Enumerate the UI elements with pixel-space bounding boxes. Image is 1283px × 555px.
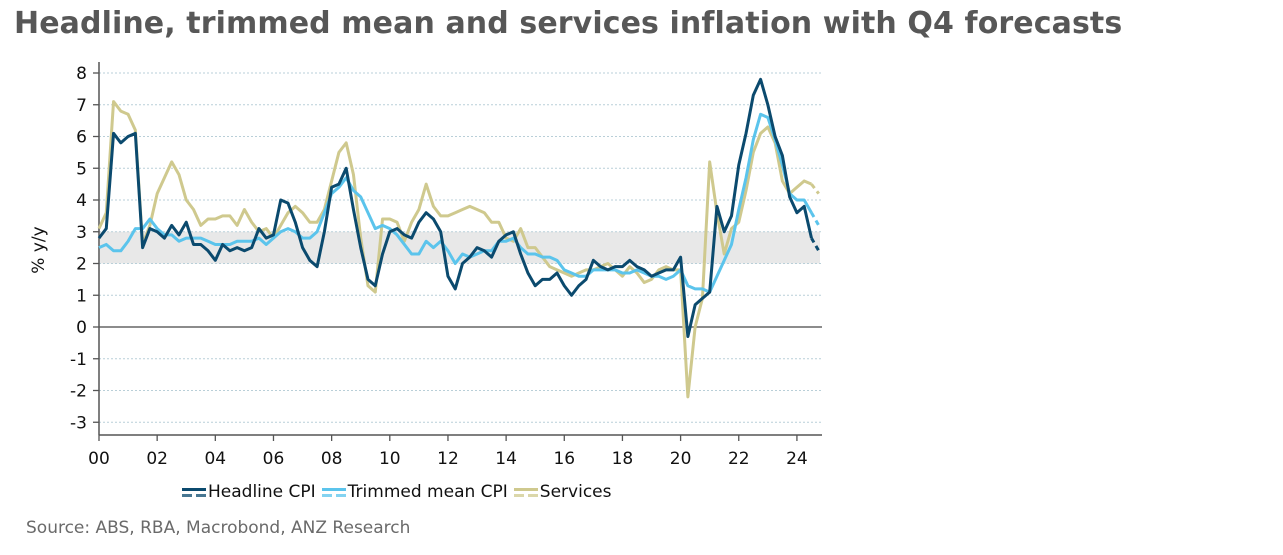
chart-title: Headline, trimmed mean and services infl… xyxy=(14,6,1123,41)
y-tick-label: 5 xyxy=(76,159,87,179)
x-tick-label: 22 xyxy=(728,449,750,469)
x-tick-label: 06 xyxy=(263,449,285,469)
legend-swatch-trimmed xyxy=(321,487,346,497)
x-tick-label: 10 xyxy=(379,449,401,469)
legend-label: Trimmed mean CPI xyxy=(347,482,508,502)
y-tick-label: 6 xyxy=(76,128,87,148)
series-lines xyxy=(97,77,821,399)
y-axis-title: % y/y xyxy=(29,226,49,273)
y-tick-label: 1 xyxy=(76,286,87,306)
x-tick-label: 20 xyxy=(670,449,692,469)
y-tick-label: 4 xyxy=(76,191,87,211)
y-tick-label: 8 xyxy=(76,64,87,84)
x-tick-label: 00 xyxy=(88,449,110,469)
legend-item-headline[interactable]: Headline CPI xyxy=(182,482,316,502)
y-tick-label: -1 xyxy=(70,350,87,370)
series-forecast-services xyxy=(810,183,820,195)
y-tick-label: -3 xyxy=(70,413,87,433)
y-tick-label: 3 xyxy=(76,223,87,243)
legend-item-trimmed-mean[interactable]: Trimmed mean CPI xyxy=(321,482,508,502)
series-line-trimmed xyxy=(98,112,813,294)
series-forecast-trimmed xyxy=(810,211,821,227)
x-tick-label: 04 xyxy=(204,449,226,469)
y-tick-label: -2 xyxy=(70,382,87,402)
legend-item-services[interactable]: Services xyxy=(513,482,612,502)
series-line-headline xyxy=(97,77,813,339)
source-note: Source: ABS, RBA, Macrobond, ANZ Researc… xyxy=(26,518,411,538)
y-tick-label: 2 xyxy=(76,255,87,275)
series-line-services xyxy=(97,100,813,399)
gridlines xyxy=(99,72,822,423)
y-tick-label: 7 xyxy=(76,96,87,116)
x-tick-label: 18 xyxy=(612,449,634,469)
x-tick-label: 02 xyxy=(146,449,168,469)
x-tick-label: 16 xyxy=(553,449,575,469)
y-tick-label: 0 xyxy=(76,318,87,338)
series-forecast-headline xyxy=(810,237,821,252)
legend-swatch-headline xyxy=(182,487,206,497)
legend-label: Services xyxy=(539,482,612,502)
legend: Headline CPI Trimmed mean CPI Services xyxy=(182,482,617,502)
legend-label: Headline CPI xyxy=(208,482,316,502)
x-tick-label: 08 xyxy=(321,449,343,469)
x-tick-label: 24 xyxy=(786,449,808,469)
x-tick-label: 12 xyxy=(437,449,459,469)
legend-swatch-services xyxy=(513,487,538,497)
x-tick-label: 14 xyxy=(495,449,517,469)
